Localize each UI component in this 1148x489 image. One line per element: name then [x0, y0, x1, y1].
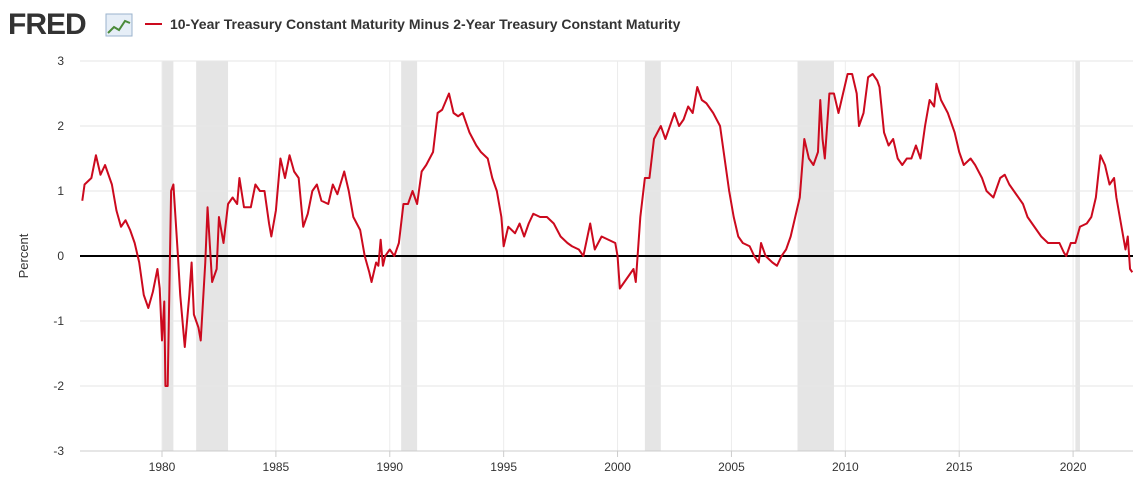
y-tick-label: 2 [57, 119, 64, 133]
y-tick-label: -3 [53, 444, 64, 458]
logo: FRED [8, 8, 86, 41]
x-tick-label: 2020 [1060, 460, 1087, 474]
x-tick-label: 2005 [718, 460, 745, 474]
y-tick-label: -2 [53, 379, 64, 393]
y-tick-label: -1 [53, 314, 64, 328]
y-tick-label: 0 [57, 249, 64, 263]
y-tick-label: 3 [57, 54, 64, 68]
x-tick-label: 1980 [149, 460, 176, 474]
y-axis-label: Percent [16, 233, 31, 278]
x-tick-label: 2010 [832, 460, 859, 474]
x-tick-label: 1990 [376, 460, 403, 474]
legend-label: 10-Year Treasury Constant Maturity Minus… [170, 16, 681, 32]
logo-icon [105, 13, 133, 37]
x-tick-label: 2015 [946, 460, 973, 474]
x-tick-label: 2000 [604, 460, 631, 474]
x-tick-label: 1995 [490, 460, 517, 474]
data-line [81, 73, 1134, 387]
y-tick-label: 1 [57, 184, 64, 198]
x-tick-label: 1985 [263, 460, 290, 474]
